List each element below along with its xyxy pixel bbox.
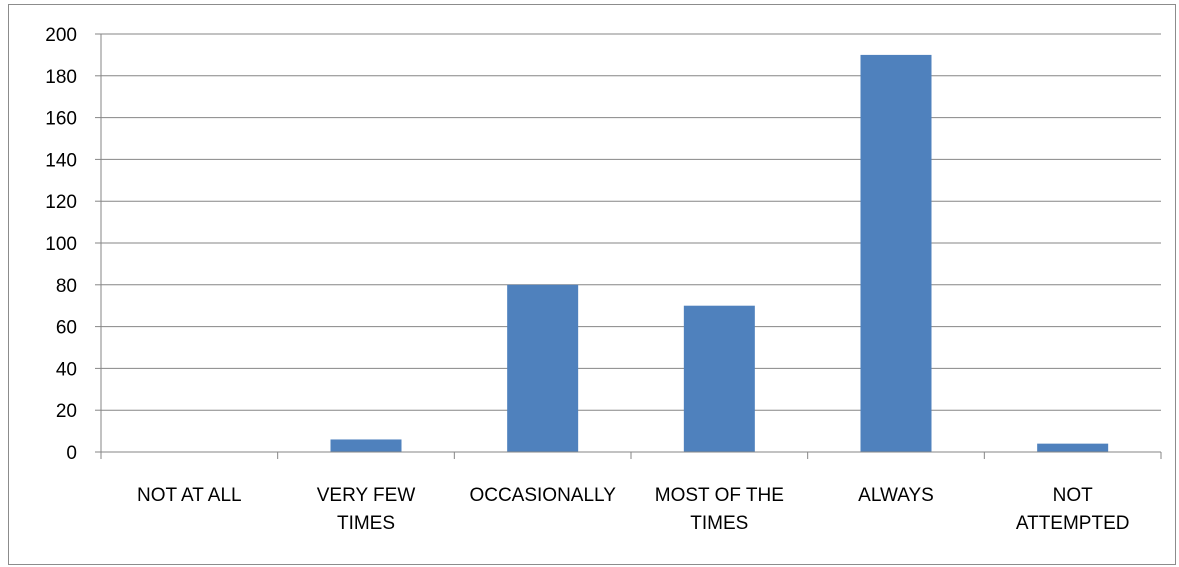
y-tick-label: 0: [66, 443, 77, 464]
category-labels: NOT AT ALL VERY FEW TIMES OCCASIONALLY MOST …: [137, 485, 1129, 534]
y-tick-label: 40: [56, 359, 77, 380]
category-label-line: TIMES: [690, 513, 748, 534]
category-label: ALWAYS: [858, 485, 934, 506]
bars: [330, 54, 1109, 453]
y-tick-label: 200: [45, 25, 77, 46]
y-tick-label: 80: [56, 276, 77, 297]
y-tick-labels: 0 20 40 60 80 100 120 140 160 180 200: [45, 25, 77, 464]
category-label-line: TIMES: [337, 513, 395, 534]
bar: [860, 54, 932, 453]
category-label: MOST OF THE TIMES: [655, 485, 784, 534]
category-label-line: NOT AT ALL: [137, 485, 242, 506]
y-tick-label: 160: [45, 109, 77, 130]
gridlines: [101, 33, 1161, 411]
category-label-line: VERY FEW: [317, 485, 416, 506]
bar: [1037, 443, 1109, 452]
y-tick-label: 120: [45, 192, 77, 213]
category-label: NOT AT ALL: [137, 485, 242, 506]
axes: [95, 33, 1162, 459]
y-tick-label: 100: [45, 234, 77, 255]
y-tick-label: 180: [45, 67, 77, 88]
category-label: VERY FEW TIMES: [317, 485, 416, 534]
y-tick-label: 20: [56, 401, 77, 422]
y-tick-label: 140: [45, 150, 77, 171]
category-label-line: OCCASIONALLY: [469, 485, 616, 506]
y-tick-label: 60: [56, 318, 77, 339]
category-label: OCCASIONALLY: [469, 485, 616, 506]
bar: [507, 284, 579, 452]
bar: [330, 439, 402, 452]
category-label-line: NOT: [1053, 485, 1094, 506]
category-label-line: ALWAYS: [858, 485, 934, 506]
category-label-line: ATTEMPTED: [1016, 513, 1130, 534]
category-label: NOT ATTEMPTED: [1016, 485, 1130, 534]
category-label-line: MOST OF THE: [655, 485, 784, 506]
bar: [683, 305, 755, 452]
